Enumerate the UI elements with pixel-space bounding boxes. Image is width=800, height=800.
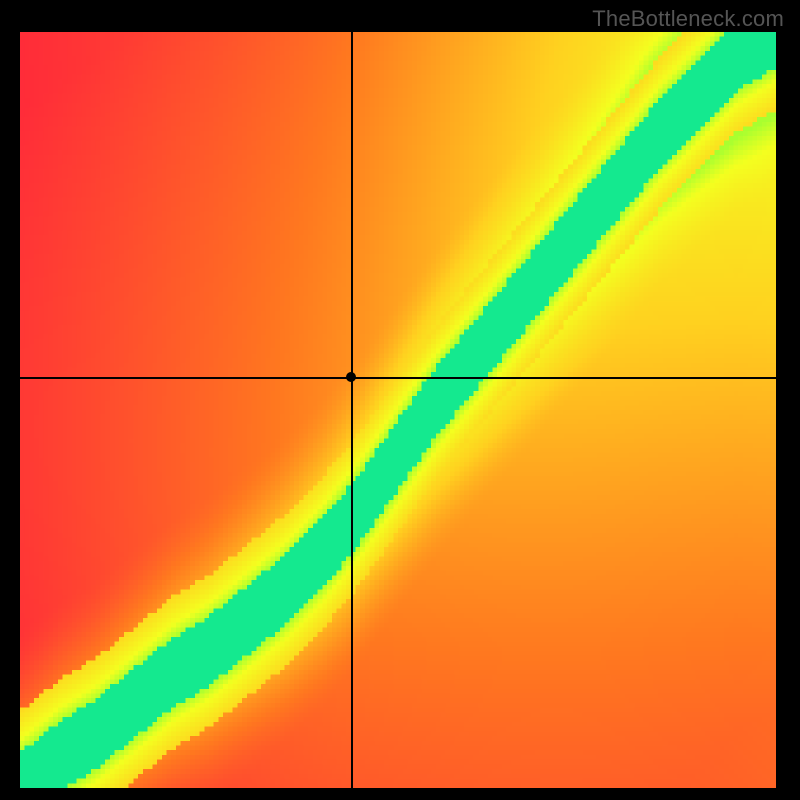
chart-container: TheBottleneck.com	[0, 0, 800, 800]
heatmap-plot	[20, 32, 776, 788]
watermark-text: TheBottleneck.com	[592, 6, 784, 32]
heatmap-canvas	[20, 32, 776, 788]
